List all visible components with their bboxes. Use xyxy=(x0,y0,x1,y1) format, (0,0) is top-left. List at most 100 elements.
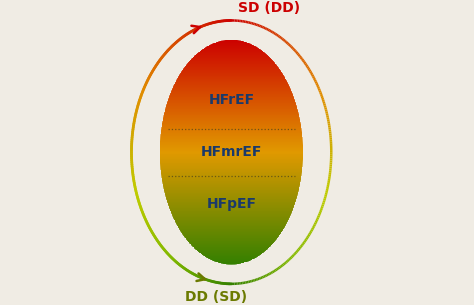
Bar xyxy=(166,198,297,199)
Bar xyxy=(164,189,299,190)
Bar xyxy=(171,212,292,213)
Bar xyxy=(160,138,302,139)
Bar xyxy=(160,150,303,151)
Bar xyxy=(180,73,283,74)
Bar xyxy=(160,141,303,142)
Bar xyxy=(183,235,279,236)
Bar xyxy=(171,213,292,214)
Bar xyxy=(216,42,247,43)
Bar xyxy=(160,144,303,145)
Bar xyxy=(160,139,303,140)
Bar xyxy=(176,80,287,81)
Bar xyxy=(165,107,297,108)
Bar xyxy=(163,184,300,185)
Bar xyxy=(164,113,299,114)
Bar xyxy=(165,109,298,110)
Bar xyxy=(216,262,247,263)
Bar xyxy=(164,114,299,115)
Bar xyxy=(191,245,272,246)
Bar xyxy=(166,103,296,104)
Bar xyxy=(197,53,266,54)
Bar xyxy=(182,234,281,235)
Bar xyxy=(167,101,295,102)
Bar xyxy=(162,126,301,127)
Bar xyxy=(191,58,272,59)
Bar xyxy=(167,201,296,202)
Bar xyxy=(187,63,275,64)
Bar xyxy=(167,100,295,101)
Bar xyxy=(160,158,303,159)
Bar xyxy=(175,82,288,83)
Bar xyxy=(187,240,276,241)
Bar xyxy=(160,155,303,156)
Bar xyxy=(160,137,302,138)
Bar xyxy=(162,181,301,182)
Bar xyxy=(198,52,265,53)
Bar xyxy=(162,180,301,181)
Bar xyxy=(160,166,302,167)
Bar xyxy=(201,254,261,255)
Bar xyxy=(163,118,300,119)
Bar xyxy=(169,97,294,98)
Bar xyxy=(183,68,279,69)
Bar xyxy=(175,222,288,223)
Bar xyxy=(195,249,268,250)
Bar xyxy=(161,174,302,175)
Bar xyxy=(163,117,300,118)
Bar xyxy=(194,248,268,249)
Bar xyxy=(173,86,290,87)
Bar xyxy=(203,255,260,256)
Bar xyxy=(214,261,249,262)
Bar xyxy=(197,250,266,251)
Bar xyxy=(184,236,279,237)
Bar xyxy=(170,210,293,211)
Bar xyxy=(165,108,298,109)
Bar xyxy=(163,119,300,120)
Bar xyxy=(205,47,258,48)
Bar xyxy=(163,120,300,121)
Bar xyxy=(162,123,301,124)
Bar xyxy=(160,156,303,157)
Bar xyxy=(186,239,276,240)
Bar xyxy=(171,92,292,93)
Bar xyxy=(160,149,303,150)
Bar xyxy=(167,202,296,203)
Bar xyxy=(182,70,281,71)
Bar xyxy=(180,74,283,75)
Bar xyxy=(160,161,303,162)
Bar xyxy=(166,104,296,105)
Bar xyxy=(204,256,259,257)
Text: SD (DD): SD (DD) xyxy=(238,1,301,15)
Text: DD (SD): DD (SD) xyxy=(185,290,247,304)
Bar xyxy=(177,225,286,226)
Bar xyxy=(160,140,303,141)
Bar xyxy=(161,171,302,172)
Bar xyxy=(173,218,289,219)
Bar xyxy=(160,160,303,161)
Bar xyxy=(193,247,269,248)
Bar xyxy=(212,260,251,261)
Bar xyxy=(160,164,303,165)
Bar xyxy=(193,57,270,58)
Bar xyxy=(181,231,283,232)
Bar xyxy=(161,170,302,171)
Bar xyxy=(164,112,299,113)
Bar xyxy=(165,194,298,195)
Bar xyxy=(160,145,303,146)
Bar xyxy=(174,84,289,85)
Bar xyxy=(160,136,302,137)
Bar xyxy=(206,46,256,47)
Bar xyxy=(160,152,303,153)
Bar xyxy=(193,56,269,57)
Bar xyxy=(173,85,289,86)
Bar xyxy=(183,69,280,70)
Bar xyxy=(185,238,278,239)
Bar xyxy=(166,197,297,198)
Bar xyxy=(161,172,302,173)
Bar xyxy=(160,167,302,168)
Bar xyxy=(161,131,302,132)
Bar xyxy=(160,135,302,136)
Bar xyxy=(160,148,303,149)
Bar xyxy=(176,223,287,224)
Bar xyxy=(160,165,302,166)
